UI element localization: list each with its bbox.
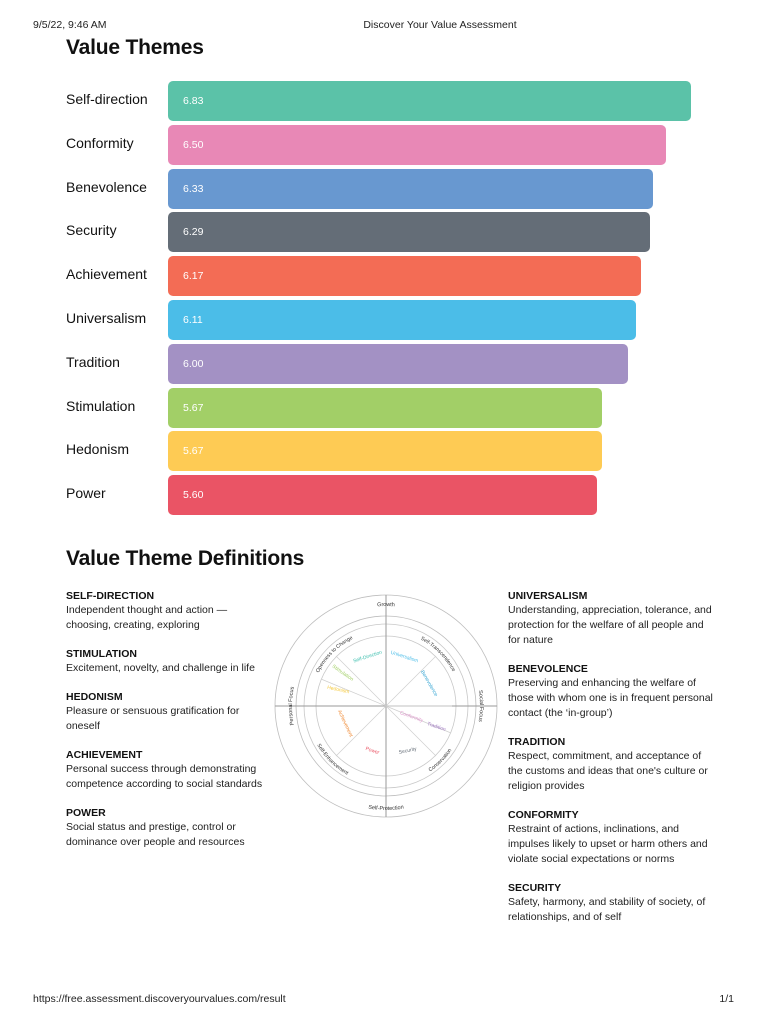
definition-item: TRADITION Respect, commitment, and accept… [508,735,713,794]
wheel-label-social-focus: Social Focus [477,690,484,723]
bar-row: Security 6.29 [0,212,768,253]
definition-item: UNIVERSALISM Understanding, appreciation,… [508,589,713,648]
bar-label: Achievement [66,266,147,283]
definition-name: ACHIEVEMENT [66,749,143,761]
bar-value: 5.60 [183,489,204,502]
definition-text: Safety, harmony, and stability of societ… [508,896,706,923]
bar-label: Universalism [66,310,147,326]
definitions-left-column: SELF-DIRECTION Independent thought and ac… [66,589,271,864]
print-page-title: Discover Your Value Assessment [363,19,517,31]
bar: 5.60 [168,475,597,516]
wheel-inner-label: Self-Direction [352,649,383,664]
definition-item: POWER Social status and prestige, control… [66,806,271,850]
bar-value: 6.11 [183,314,203,326]
bar-label: Security [66,222,117,239]
bar-label: Self-direction [66,91,148,107]
bar-row: Power 5.60 [0,475,768,516]
bar-row: Stimulation 5.67 [0,387,768,428]
wheel-inner-label: Power [365,746,381,756]
bar: 6.00 [168,343,628,384]
definition-name: POWER [66,807,106,819]
wheel-inner-label: Conformity [399,710,424,724]
bar-label: Conformity [66,134,134,151]
definition-item: STIMULATION Excitement, novelty, and chal… [66,647,271,676]
bar-row: Achievement 6.17 [0,256,768,297]
definition-name: CONFORMITY [508,809,579,821]
definition-name: BENEVOLENCE [508,663,588,675]
bar-value: 6.00 [183,357,204,370]
bar-value: 5.67 [183,445,204,458]
wheel-inner-label: Stimulation [331,664,355,683]
bar-value: 6.83 [183,95,204,107]
definition-text: Social status and prestige, control or d… [66,821,245,848]
definition-item: SELF-DIRECTION Independent thought and ac… [66,589,271,633]
print-url: https://free.assessment.discoveryourvalu… [33,993,286,1005]
definitions-title: Value Theme Definitions [66,547,305,570]
definition-item: SECURITY Safety, harmony, and stability o… [508,881,713,925]
wheel-label-growth: Growth [377,602,395,608]
bar-value: 6.50 [183,138,204,151]
bar: 6.11 [168,300,636,340]
wheel-inner-label: Universalism [390,650,419,665]
bar: 6.33 [168,168,653,209]
bar-value: 6.17 [183,270,204,283]
bar-value: 6.29 [183,226,204,239]
definition-name: TRADITION [508,736,566,748]
wheel-label-personal-focus: Personal Focus [288,686,296,726]
definitions-right-column: UNIVERSALISM Understanding, appreciation,… [508,589,713,939]
values-wheel-diagram: Growth Self-Protection Personal Focus So… [272,592,500,820]
print-datetime: 9/5/22, 9:46 AM [33,19,107,31]
bar-value: 6.33 [183,182,204,195]
bar: 6.83 [168,81,691,121]
bar-label: Tradition [66,353,120,370]
value-themes-title: Value Themes [66,36,204,59]
definition-name: STIMULATION [66,648,137,660]
definition-item: BENEVOLENCE Preserving and enhancing the … [508,662,713,721]
definition-name: UNIVERSALISM [508,590,588,602]
definition-text: Independent thought and action — choosin… [66,604,228,631]
wheel-inner-label: Benevolence [419,669,439,697]
print-page-number: 1/1 [719,993,734,1005]
wheel-inner-label: Security [398,746,417,756]
bar-row: Conformity 6.50 [0,124,768,165]
definition-text: Personal success through demonstrating c… [66,763,263,790]
definition-name: SELF-DIRECTION [66,590,155,602]
bar: 5.67 [168,387,602,428]
bar-row: Tradition 6.00 [0,343,768,384]
definition-item: ACHIEVEMENT Personal success through demo… [66,748,271,792]
definition-text: Restraint of actions, inclinations, and … [508,823,708,865]
bar: 6.50 [168,124,666,165]
bar-row: Benevolence 6.33 [0,168,768,209]
bar-row: Hedonism 5.67 [0,431,768,472]
definition-name: SECURITY [508,882,562,894]
bar-row: Universalism 6.11 [0,300,768,340]
definition-item: HEDONISM Pleasure or sensuous gratificati… [66,690,271,734]
definition-text: Understanding, appreciation, tolerance, … [508,604,712,646]
bar: 5.67 [168,431,602,472]
bar-label: Benevolence [66,178,147,195]
wheel-label-self-protection: Self-Protection [368,805,405,813]
bar: 6.29 [168,212,650,253]
definition-item: CONFORMITY Restraint of actions, inclinat… [508,808,713,867]
definition-name: HEDONISM [66,691,123,703]
definition-text: Pleasure or sensuous gratification for o… [66,705,240,732]
wheel-inner-label: Hedonism [327,685,350,696]
bar-label: Stimulation [66,397,136,414]
definition-text: Respect, commitment, and acceptance of t… [508,750,708,792]
definition-text: Excitement, novelty, and challenge in li… [66,662,255,674]
definition-text: Preserving and enhancing the welfare of … [508,677,713,719]
bar: 6.17 [168,256,641,297]
values-wheel-svg: Growth Self-Protection Personal Focus So… [274,594,498,818]
bar-value: 5.67 [183,401,204,414]
wheel-inner-label: Achievement [336,709,354,738]
bar-label: Power [66,485,106,502]
bar-row: Self-direction 6.83 [0,81,768,121]
wheel-inner-label: Tradition [426,721,446,733]
bar-label: Hedonism [66,441,130,458]
